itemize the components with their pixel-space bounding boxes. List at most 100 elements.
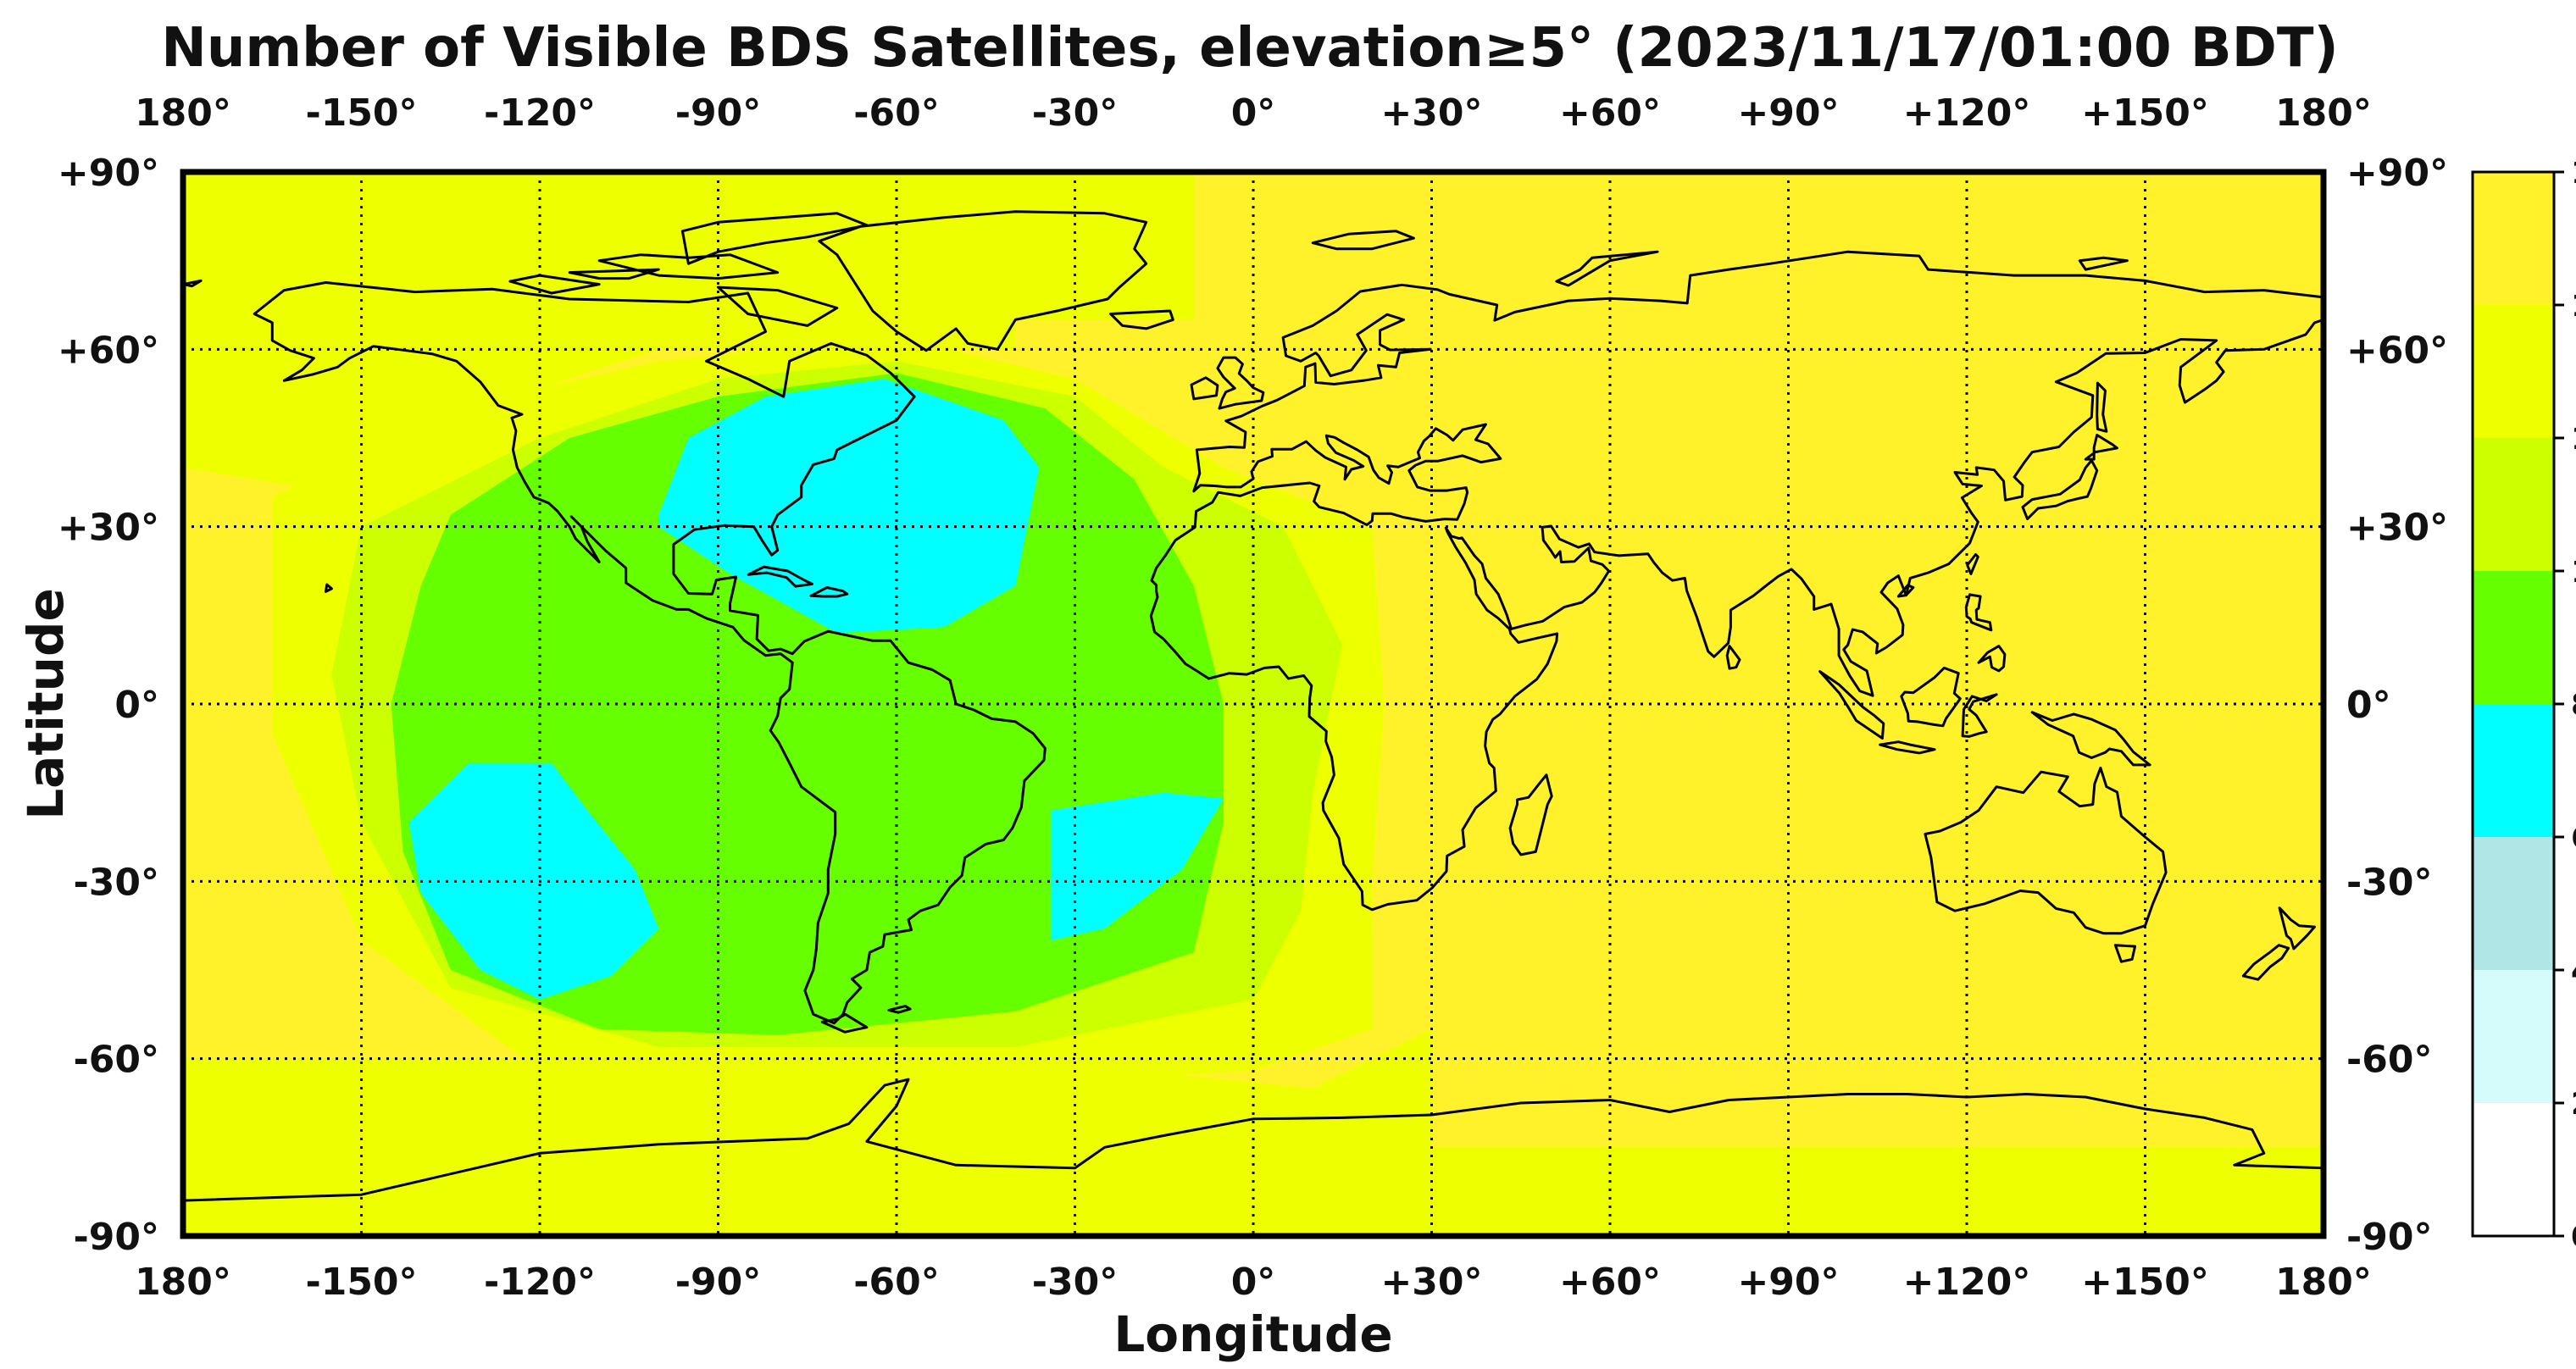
- lat-tick-label-right: +60°: [2346, 329, 2448, 372]
- lat-tick-label-right: -90°: [2346, 1216, 2433, 1259]
- colorbar-tick-label: 2: [2571, 1087, 2576, 1122]
- axis-tick-labels: 180° 180° -150° -150° -120° -120° -90° -90° -60°…: [58, 91, 2448, 1304]
- coastline: [820, 1012, 869, 1034]
- y-axis-label: Latitude: [17, 588, 75, 820]
- lon-tick-label-bottom: +150°: [2081, 1261, 2209, 1304]
- colorbar-tick-label: 14: [2571, 289, 2576, 324]
- coastline: [1725, 645, 1741, 670]
- lat-tick-label-right: -60°: [2346, 1039, 2433, 1082]
- lon-tick-label-bottom: +60°: [1559, 1261, 1661, 1304]
- lat-tick-label-right: +90°: [2346, 152, 2448, 195]
- coastline: [568, 268, 660, 280]
- coastline: [1555, 250, 1659, 287]
- x-axis-label: Longitude: [1113, 1305, 1392, 1363]
- coastline: [1879, 740, 1936, 755]
- lon-tick-label-top: -60°: [853, 91, 940, 135]
- lon-tick-label-top: +90°: [1737, 91, 1839, 135]
- coastline: [183, 279, 203, 288]
- coastline: [2021, 459, 2099, 521]
- colorbar-tick-label: 16: [2571, 156, 2576, 191]
- coastline: [1190, 376, 1219, 401]
- lon-tick-label-bottom: -30°: [1032, 1261, 1119, 1304]
- lon-tick-label-bottom: +90°: [1737, 1261, 1839, 1304]
- colorbar-bin: [2473, 970, 2554, 1103]
- coastline: [183, 1078, 2323, 1236]
- coastline: [2241, 944, 2290, 981]
- coastline: [1900, 666, 1962, 728]
- coastline: [253, 281, 1046, 1025]
- coastline: [717, 285, 839, 327]
- coastline: [680, 212, 869, 265]
- lat-tick-label-left: +30°: [58, 507, 159, 550]
- visibility-region: [658, 379, 1040, 634]
- colorbar-bin: [2473, 837, 2554, 970]
- coastline: [2096, 381, 2108, 433]
- coastline: [1311, 230, 1415, 251]
- colorbar-bin: [2473, 172, 2554, 305]
- visibility-region: [408, 762, 659, 1000]
- coastline: [809, 586, 849, 598]
- colorbar-tick-label: 8: [2571, 688, 2576, 723]
- lon-tick-label-bottom: 0°: [1231, 1261, 1276, 1304]
- lon-tick-label-top: +30°: [1380, 91, 1482, 135]
- colorbar-tick-label: 6: [2571, 821, 2576, 856]
- lon-tick-label-top: -150°: [305, 91, 417, 135]
- coastline: [2084, 434, 2118, 461]
- coastline: [1977, 645, 2007, 673]
- lat-tick-label-right: 0°: [2346, 684, 2391, 727]
- figure-title: Number of Visible BDS Satellites, elevat…: [161, 17, 2338, 80]
- lon-tick-label-top: 180°: [135, 91, 231, 135]
- coastlines: [183, 210, 2323, 1236]
- lat-tick-label-left: +60°: [58, 329, 159, 372]
- coastline: [1924, 766, 2168, 935]
- lon-tick-label-bottom: 180°: [2275, 1261, 2372, 1304]
- coastline: [1966, 553, 1979, 575]
- coastline: [2030, 711, 2151, 767]
- lat-tick-label-left: -60°: [74, 1039, 160, 1082]
- map-panel: [180, 169, 2327, 1239]
- coastline: [887, 1005, 912, 1014]
- lat-tick-label-left: -90°: [74, 1216, 160, 1259]
- colorbar: 0 2 4 6 8 10 12 14 16: [2471, 156, 2576, 1255]
- colorbar-tick-label: 4: [2571, 954, 2576, 989]
- coastline: [1149, 250, 2323, 912]
- lon-tick-label-top: -90°: [675, 91, 762, 135]
- lat-tick-label-left: -30°: [74, 861, 160, 904]
- colorbar-tick-label: 12: [2571, 422, 2576, 457]
- colorbar-tick-label: 10: [2571, 555, 2576, 590]
- lon-tick-label-bottom: -150°: [305, 1261, 417, 1304]
- lon-tick-label-bottom: 180°: [135, 1261, 231, 1304]
- lon-tick-label-top: 0°: [1231, 91, 1276, 135]
- lon-tick-label-bottom: -90°: [675, 1261, 762, 1304]
- lon-tick-label-top: 180°: [2275, 91, 2372, 135]
- coastline: [324, 583, 333, 593]
- colorbar-bin: [2473, 1103, 2554, 1236]
- colorbar-bin: [2473, 704, 2554, 837]
- lon-tick-label-top: -30°: [1032, 91, 1119, 135]
- colorbar-tick-label: 0: [2571, 1220, 2576, 1255]
- coastline: [818, 210, 1148, 352]
- coastline: [508, 274, 601, 295]
- coastline: [597, 253, 780, 280]
- lon-tick-label-top: -120°: [484, 91, 596, 135]
- graticule: [183, 172, 2323, 1236]
- colorbar-bin: [2473, 571, 2554, 704]
- visibility-region: [1051, 792, 1224, 941]
- lon-tick-label-top: +120°: [1903, 91, 2031, 135]
- coastline: [1216, 356, 1265, 410]
- map-frame: [180, 169, 2327, 1239]
- lon-tick-label-top: +150°: [2081, 91, 2209, 135]
- colorbar-bin: [2473, 438, 2554, 571]
- colorbar-bin: [2473, 305, 2554, 438]
- lon-tick-label-top: +60°: [1559, 91, 1661, 135]
- lat-tick-label-left: +90°: [58, 152, 159, 195]
- lat-tick-label-right: +30°: [2346, 507, 2448, 550]
- coastline: [1508, 773, 1553, 856]
- coastline: [1818, 670, 1885, 740]
- lat-tick-label-left: 0°: [114, 684, 159, 727]
- lat-tick-label-right: -30°: [2346, 861, 2433, 904]
- lon-tick-label-bottom: -120°: [484, 1261, 596, 1304]
- lon-tick-label-bottom: +120°: [1903, 1261, 2031, 1304]
- coastline: [2113, 944, 2137, 963]
